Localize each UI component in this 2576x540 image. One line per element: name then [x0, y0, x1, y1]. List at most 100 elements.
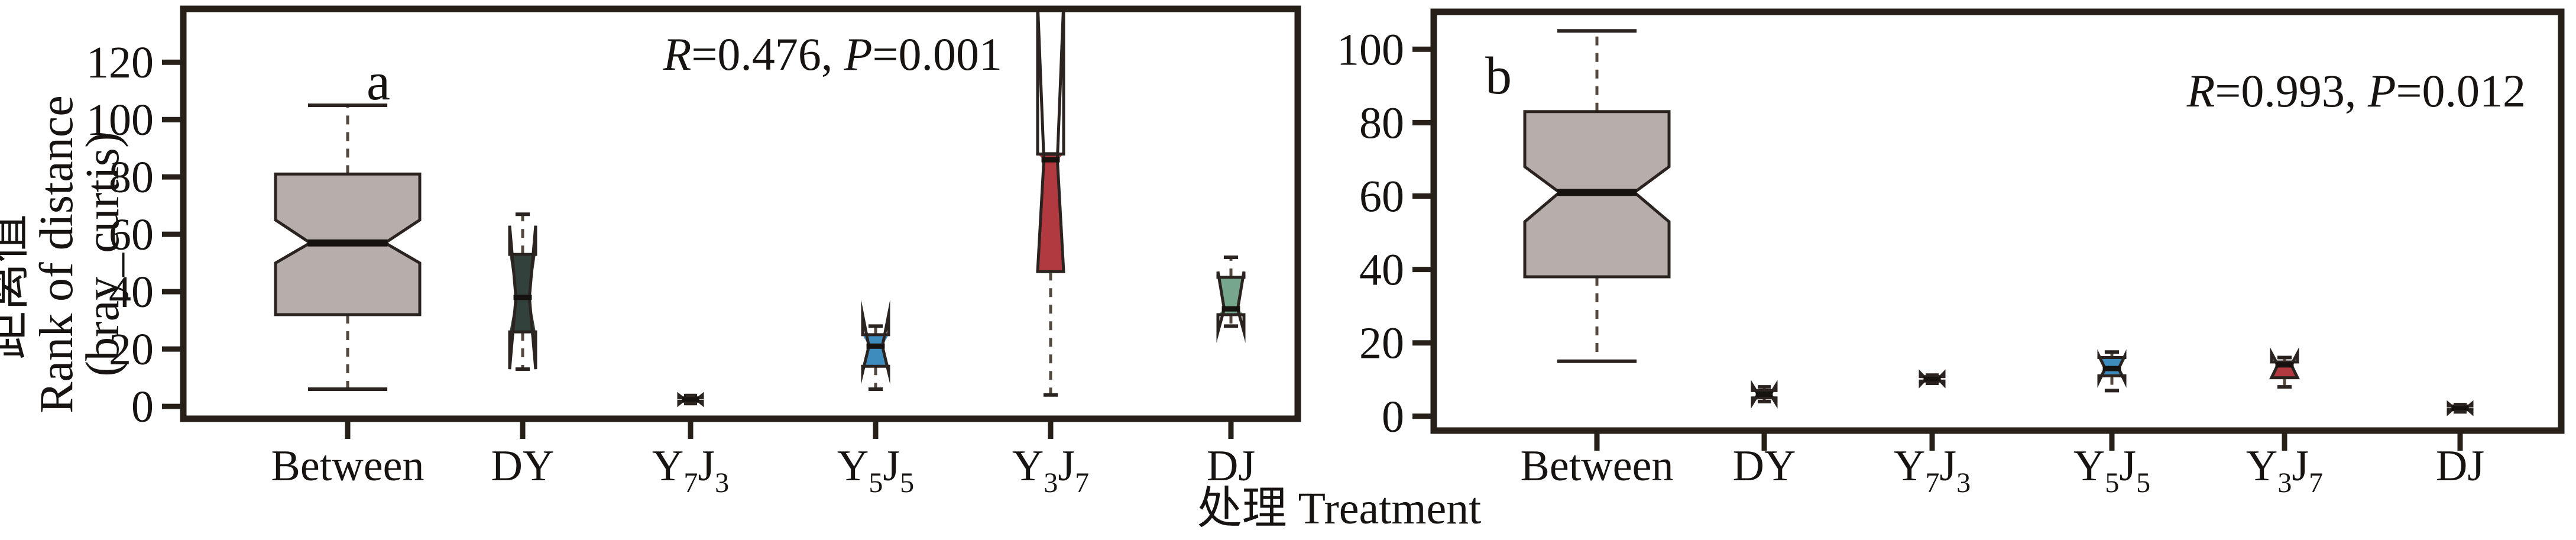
panel-a-box-DY [508, 212, 537, 371]
panel-a-category-label-Y5J5: Y5J5 [837, 442, 914, 499]
y-axis-label-metric: (bray_curtis) [77, 132, 129, 376]
category-label-subscript: 7 [1925, 467, 1939, 499]
panel-a-box-DJ [1216, 255, 1246, 343]
category-label-text: Between [271, 442, 425, 490]
panel-b-ytick-label-0: 0 [1382, 392, 1404, 442]
panel-a-letter: a [367, 53, 390, 111]
annotation-stat-value: =0.476, [691, 28, 844, 80]
panel-a-ytick-label-20: 20 [109, 325, 154, 374]
panel-b-box-DY [1751, 380, 1778, 409]
panel-a-annotation: R=0.476, P=0.001 [663, 28, 1002, 80]
category-label-text: J [2119, 442, 2136, 490]
category-label-text: J [883, 442, 900, 490]
box-outline [1523, 110, 1671, 279]
panel-a-frame [180, 5, 1301, 422]
panel-b-ytick-label-100: 100 [1337, 25, 1404, 75]
panel-b-box-Y5J5 [2097, 349, 2127, 393]
panel-a-category-label-Y3J7: Y3J7 [1012, 442, 1089, 499]
annotation-stat-value: =0.001 [873, 28, 1003, 80]
panel-b-box-Between [1523, 29, 1671, 363]
category-label-text: DY [1733, 442, 1796, 490]
panel-b-box-Y7J3 [1919, 369, 1946, 389]
category-label-text: Y [2246, 442, 2277, 490]
panel-b-category-label-Y3J7: Y3J7 [2246, 442, 2323, 499]
panel-a-ytick-label-0: 0 [131, 382, 154, 432]
category-label-text: J [698, 442, 715, 490]
panel-b-category-label-DJ: DJ [2436, 442, 2484, 490]
panel-b-box-DJ [2447, 400, 2474, 416]
box-outline [861, 299, 890, 384]
box-outline [1216, 271, 1246, 343]
panel-b-category-label-Y7J3: Y7J3 [1894, 442, 1971, 499]
panel-b-frame [1430, 8, 2565, 434]
box-fill [510, 254, 536, 332]
y-axis-label-english: Rank of distance [31, 95, 83, 413]
y-axis-label-chinese: 距离值 [0, 214, 33, 360]
annotation-stat-symbol: R [663, 28, 692, 80]
panel-a-category-label-DY: DY [491, 442, 555, 490]
category-label-subscript: 5 [2105, 467, 2119, 499]
panel-b-ytick-label-60: 60 [1359, 172, 1404, 221]
panel-b-category-label-Between: Between [1521, 442, 1674, 490]
panel-a-category-label-Y7J3: Y7J3 [652, 442, 729, 499]
panel-b-category-label-DY: DY [1733, 442, 1796, 490]
category-label-text: Between [1521, 442, 1674, 490]
panel-b-category-label-Y5J5: Y5J5 [2073, 442, 2150, 499]
category-label-subscript: 3 [2277, 467, 2292, 499]
category-label-subscript: 5 [900, 467, 914, 499]
panel-b-ytick-label-20: 20 [1359, 319, 1404, 368]
box-outline [2269, 347, 2300, 380]
category-label-subscript: 3 [1044, 467, 1058, 499]
panel-a-ytick-label-60: 60 [109, 210, 154, 260]
panel-a-box-Y3J7 [1036, 9, 1065, 397]
category-label-text: J [2292, 442, 2309, 490]
panel-a-box-Between [274, 103, 422, 392]
category-label-subscript: 7 [1075, 467, 1089, 499]
category-label-subscript: 3 [1956, 467, 1971, 499]
box-outline [1036, 9, 1065, 273]
panel-a-ytick-label-80: 80 [109, 153, 154, 202]
box-outline [508, 225, 537, 370]
panel-b-letter: b [1485, 47, 1512, 105]
box-outline [274, 172, 422, 316]
category-label-text: Y [652, 442, 683, 490]
category-label-text: J [1058, 442, 1075, 490]
panel-b-ytick-label-80: 80 [1359, 98, 1404, 148]
annotation-stat-value: =0.012 [2396, 65, 2526, 117]
box-outline [1751, 380, 1778, 409]
panel-b-plot-area [1523, 29, 2474, 416]
panel-a-ytick-label-100: 100 [86, 95, 154, 145]
category-label-subscript: 3 [715, 467, 729, 499]
category-label-text: Y [837, 442, 869, 490]
category-label-subscript: 7 [683, 467, 698, 499]
category-label-text: Y [1894, 442, 1925, 490]
category-label-text: Y [2073, 442, 2105, 490]
panel-a-category-label-DJ: DJ [1207, 442, 1255, 490]
annotation-stat-symbol: R [2186, 65, 2215, 117]
category-label-subscript: 7 [2309, 467, 2323, 499]
panel-a-ytick-label-40: 40 [109, 267, 154, 317]
panel-b-ytick-label-40: 40 [1359, 245, 1404, 295]
panel-a-category-label-Between: Between [271, 442, 425, 490]
panel-a-box-Y7J3 [677, 392, 704, 408]
box-outline [2097, 349, 2127, 388]
panel-a-plot-area [274, 9, 1246, 408]
category-label-text: DJ [2436, 442, 2484, 490]
panel-b-box-Y3J7 [2269, 347, 2300, 389]
category-label-subscript: 5 [2136, 467, 2150, 499]
panel-a-box-Y5J5 [861, 299, 890, 392]
category-label-text: DJ [1207, 442, 1255, 490]
panel-b-annotation: R=0.993, P=0.012 [2186, 65, 2526, 117]
category-label-text: DY [491, 442, 555, 490]
category-label-text: J [1939, 442, 1956, 490]
annotation-stat-symbol: P [2367, 65, 2396, 117]
x-axis-title: 处理 Treatment [1197, 484, 1482, 533]
annotation-stat-value: =0.993, [2215, 65, 2368, 117]
box-fill [1038, 154, 1064, 272]
annotation-stat-symbol: P [844, 28, 873, 80]
